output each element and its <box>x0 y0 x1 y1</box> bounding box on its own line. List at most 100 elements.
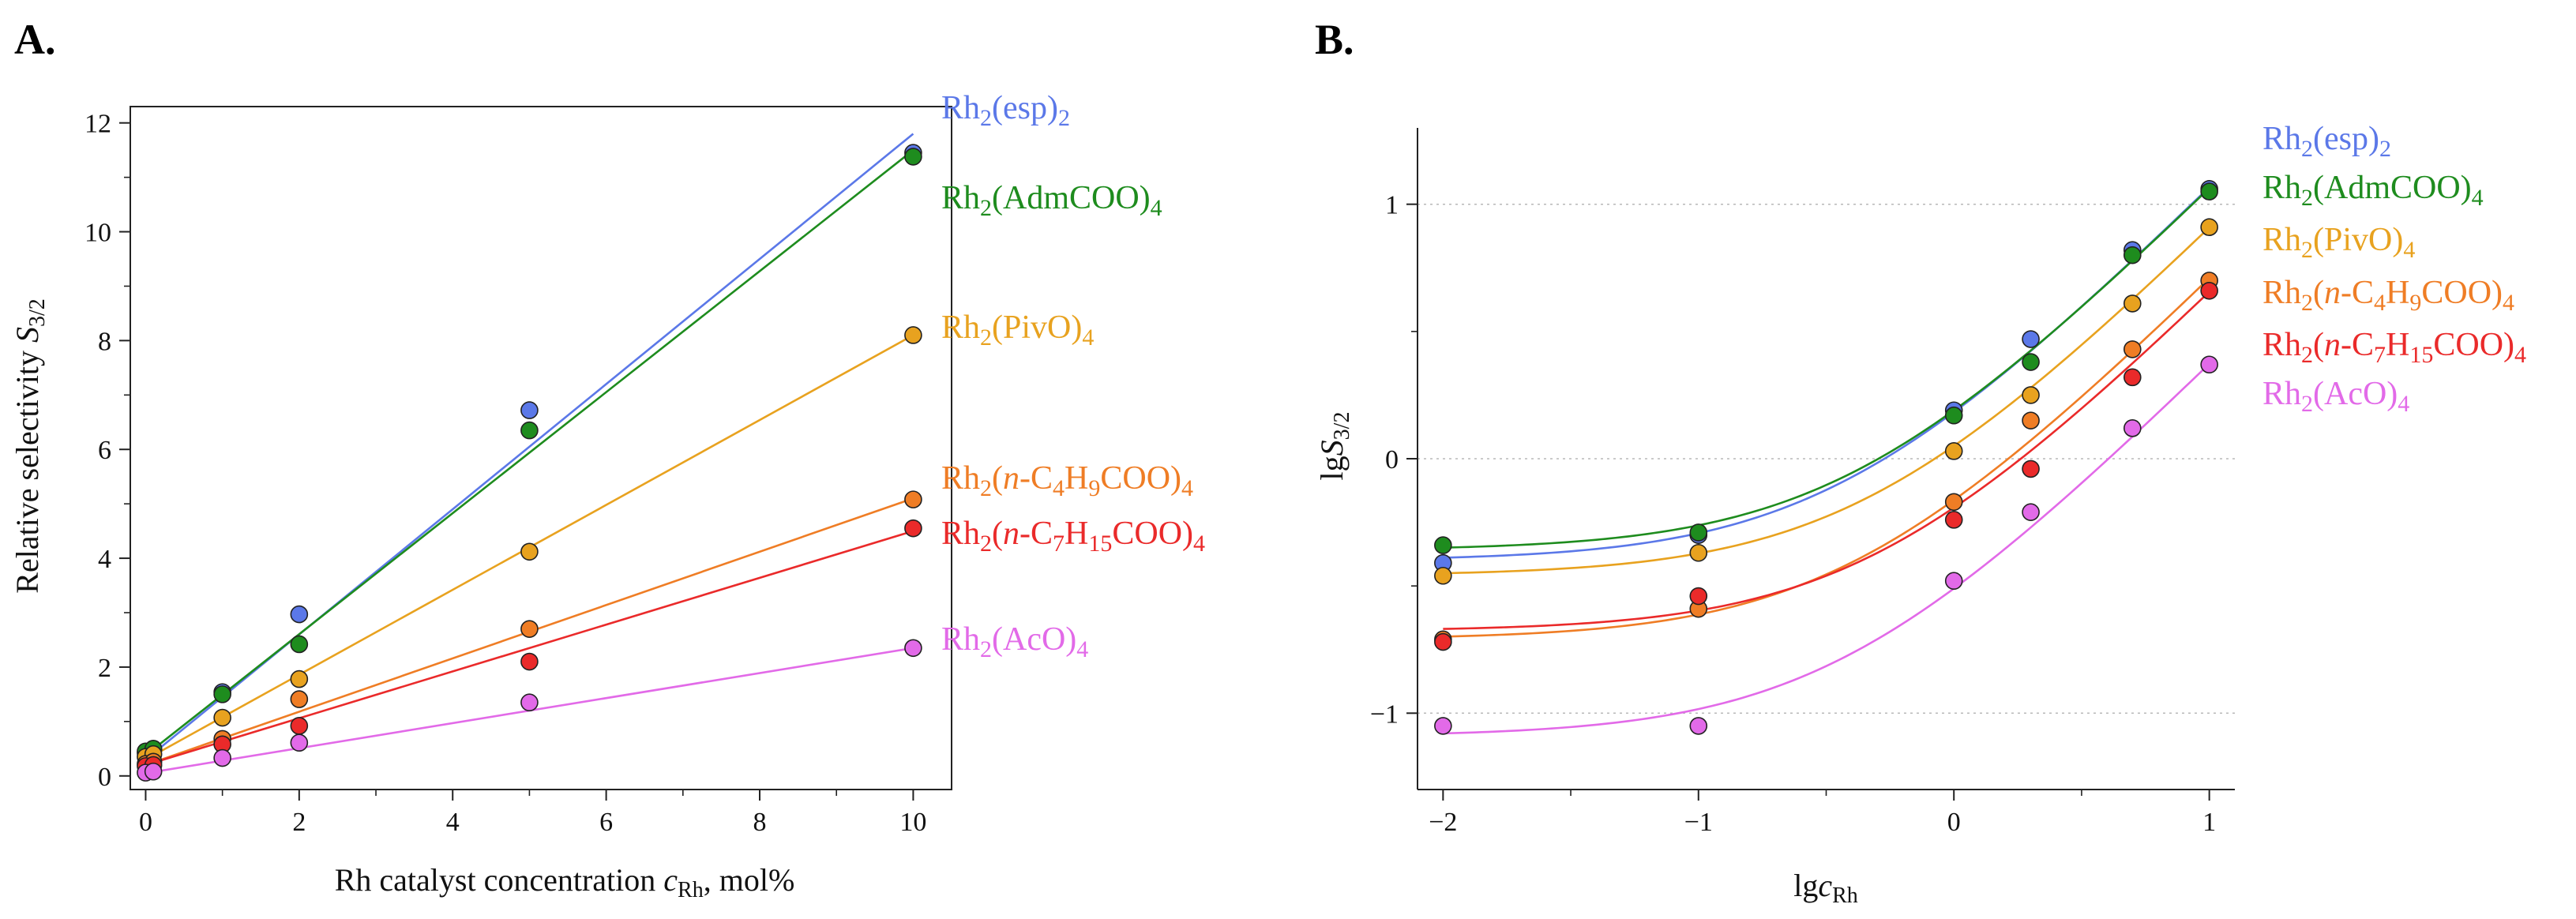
chart-b-point-pivo <box>1944 442 1963 460</box>
chart-a-point-c4 <box>290 690 309 708</box>
chart-b-point-c7 <box>1434 632 1452 651</box>
chart-a-y-axis-title-sub: 3/2 <box>25 298 50 327</box>
chart-b-point-adm <box>1434 536 1452 554</box>
chart-b-point-esp <box>2022 330 2040 348</box>
chart-b-point-aco <box>1434 717 1452 735</box>
chart-b-point-adm <box>2124 246 2142 264</box>
chart-a-frame <box>130 106 952 790</box>
chart-a-y-axis-title-var: S <box>9 327 45 343</box>
chart-b-point-adm <box>1689 523 1708 542</box>
chart-a-fit-line-adm <box>145 149 914 756</box>
chart-a-point-pivo <box>213 708 231 727</box>
chart-b-point-adm <box>1944 406 1963 425</box>
chart-a-x-tick-label: 8 <box>753 808 767 837</box>
chart-b-point-pivo <box>1434 566 1452 585</box>
chart-b-point-pivo <box>2124 294 2142 313</box>
chart-a-y-tick-label: 6 <box>98 436 111 465</box>
chart-a-y-tick-label: 10 <box>84 219 111 248</box>
chart-b-point-c4 <box>1944 493 1963 512</box>
chart-b-point-aco <box>1944 572 1963 591</box>
chart-b-point-c7 <box>1944 511 1963 529</box>
panel-a-label: A. <box>14 16 56 63</box>
chart-b-point-c7 <box>1689 587 1708 606</box>
chart-a-point-aco <box>520 693 539 712</box>
chart-a-x-tick-label: 0 <box>139 808 152 837</box>
chart-b-axes: −2 −1 0 1 −1 0 1 <box>1370 128 2235 837</box>
chart-b-x-axis-title-sub: Rh <box>1832 883 1858 908</box>
chart-b-x-tick-label: 0 <box>1947 808 1961 837</box>
chart-b-point-aco <box>1689 717 1708 735</box>
chart-a-point-pivo <box>520 542 539 561</box>
chart-b-point-aco <box>2022 503 2040 521</box>
chart-b-point-c7 <box>2022 460 2040 478</box>
chart-a-point-c7 <box>904 519 922 538</box>
chart-a-x-tick-label: 10 <box>899 808 926 837</box>
chart-a-point-pivo <box>904 326 922 344</box>
chart-b-point-pivo <box>2022 386 2040 404</box>
chart-a-point-c7 <box>290 717 309 735</box>
chart-a-point-aco <box>144 762 163 781</box>
chart-a-x-tick-label: 4 <box>446 808 460 837</box>
chart-b-y-tick-label: 1 <box>1385 191 1399 220</box>
chart-a-point-adm <box>290 635 309 654</box>
chart-b-x-axis-title-main: lg <box>1793 868 1818 903</box>
chart-b-point-pivo <box>2200 218 2218 237</box>
chart-a-point-aco <box>904 639 922 658</box>
chart-a-y-tick-label: 2 <box>98 654 111 683</box>
chart-a-point-c4 <box>520 620 539 638</box>
chart-a-point-aco <box>290 733 309 752</box>
chart-a-axes: 0 2 4 6 8 10 0 2 4 6 8 10 12 <box>84 106 952 837</box>
chart-a-point-adm <box>213 685 231 703</box>
chart-a-y-axis-title: Relative selectivity S3/2 <box>9 298 50 593</box>
chart-b-x-tick-label: 1 <box>2202 808 2216 837</box>
chart-b-point-aco <box>2200 355 2218 374</box>
chart-a-point-c4 <box>904 490 922 508</box>
panel-b-label: B. <box>1315 16 1354 63</box>
chart-b-y-axis-title-var: S <box>1314 440 1350 456</box>
chart-b-y-tick-label: −1 <box>1370 700 1399 729</box>
chart-b-x-axis-title-var: c <box>1818 868 1832 903</box>
chart-b-fit-line-c7 <box>1443 291 2210 630</box>
chart-a-point-esp <box>520 401 539 419</box>
chart-b-y-axis-title-main: lg <box>1314 456 1350 480</box>
chart-b-y-axis-title: lgS3/2 <box>1314 412 1354 481</box>
chart-b-x-axis-title: lgcRh <box>1793 868 1858 908</box>
chart-a-fit-line-c7 <box>145 530 914 767</box>
chart-b-y-tick-label: 0 <box>1385 445 1399 475</box>
chart-b-point-c7 <box>2200 281 2218 300</box>
chart-a-y-tick-label: 0 <box>98 763 111 792</box>
chart-b-fit-line-pivo <box>1443 227 2210 575</box>
chart-a-y-axis-title-main: Relative selectivity <box>9 343 45 594</box>
chart-b-x-tick-label: −1 <box>1684 808 1713 837</box>
chart-a-x-tick-label: 6 <box>599 808 613 837</box>
chart-a-point-c7 <box>520 652 539 671</box>
chart-a-point-esp <box>290 605 309 624</box>
chart-a-point-adm <box>904 148 922 166</box>
chart-a-x-axis-title: Rh catalyst concentration cRh, mol% <box>335 862 795 902</box>
chart-b-fit-line-c4 <box>1443 277 2210 638</box>
chart-a-point-adm <box>520 421 539 440</box>
chart-b-point-adm <box>2022 353 2040 371</box>
chart-b-fit-line-esp <box>1443 186 2210 559</box>
chart-b-fit-line-adm <box>1443 187 2210 549</box>
chart-b-point-c4 <box>2124 340 2142 358</box>
chart-b-x-tick-label: −2 <box>1429 808 1457 837</box>
chart-a-x-axis-title-sub: Rh <box>678 878 704 902</box>
chart-a-x-axis-title-var: c <box>663 862 678 898</box>
chart-b-point-c4 <box>2022 411 2040 429</box>
chart-b-point-aco <box>2124 419 2142 437</box>
chart-a-point-pivo <box>290 670 309 688</box>
